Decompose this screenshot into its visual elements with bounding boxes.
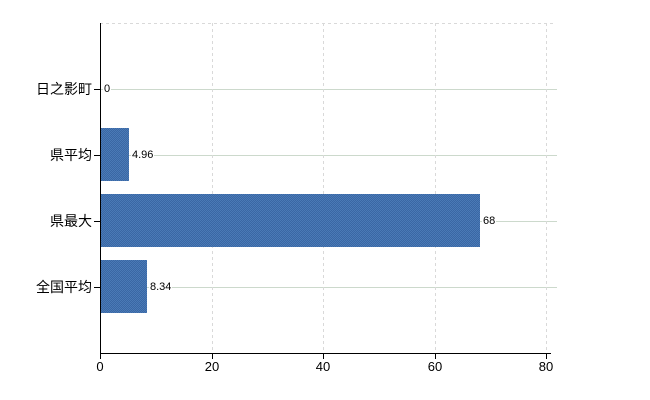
bar [101,260,147,313]
category-label: 日之影町 [36,81,92,97]
category-tick [94,89,100,90]
category-tick [94,155,100,156]
vertical-gridline [212,23,213,353]
vertical-gridline [435,23,436,353]
x-axis-tick [546,354,547,359]
vertical-gridline [546,23,547,353]
category-label: 県最大 [50,213,92,229]
category-tick [94,221,100,222]
x-axis-tick [100,354,101,359]
value-label: 8.34 [149,281,173,294]
horizontal-gridline [100,89,557,90]
bar [101,128,129,181]
x-axis-tick-label: 80 [538,359,554,374]
horizontal-gridline [100,287,557,288]
x-axis-tick-label: 20 [204,359,220,374]
x-axis-tick [212,354,213,359]
x-axis-tick [323,354,324,359]
plot-top-border [100,23,553,24]
vertical-gridline [323,23,324,353]
bar [101,194,480,247]
value-label: 68 [482,215,497,228]
x-axis-tick-label: 0 [96,359,104,374]
x-axis-tick [435,354,436,359]
category-label: 全国平均 [36,279,92,295]
value-label: 0 [103,83,112,96]
category-label: 県平均 [50,147,92,163]
horizontal-gridline [100,155,557,156]
category-tick [94,287,100,288]
y-axis-line [100,23,101,354]
value-label: 4.96 [131,149,155,162]
x-axis-tick-label: 40 [315,359,331,374]
x-axis-tick-label: 60 [427,359,443,374]
x-axis-line [100,353,551,354]
